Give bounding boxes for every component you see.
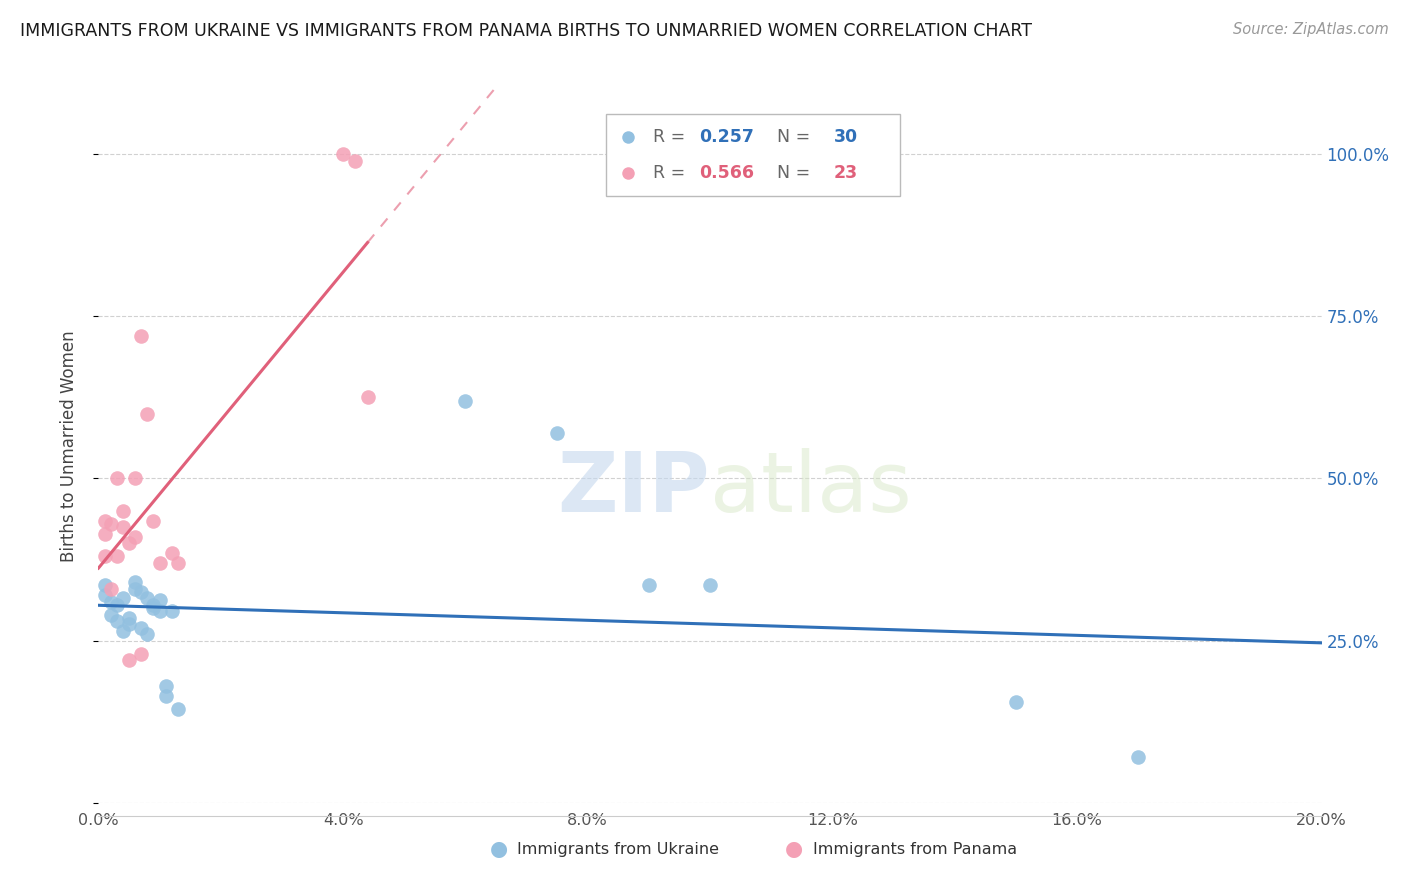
Point — [105, 471, 128, 485]
Point — [332, 147, 354, 161]
Text: R =: R = — [652, 164, 690, 182]
Text: IMMIGRANTS FROM UKRAINE VS IMMIGRANTS FROM PANAMA BIRTHS TO UNMARRIED WOMEN CORR: IMMIGRANTS FROM UKRAINE VS IMMIGRANTS FR… — [20, 22, 1032, 40]
Point — [344, 153, 367, 168]
Point — [155, 679, 177, 693]
Text: Immigrants from Ukraine: Immigrants from Ukraine — [517, 842, 720, 856]
Point — [111, 624, 134, 638]
Point — [142, 514, 165, 528]
Text: ●: ● — [491, 839, 508, 859]
Point — [118, 536, 141, 550]
Point — [149, 604, 172, 618]
Point — [699, 578, 721, 592]
Text: R =: R = — [652, 128, 690, 146]
Point — [105, 614, 128, 628]
Text: 23: 23 — [834, 164, 858, 182]
Point — [155, 689, 177, 703]
Point — [167, 556, 190, 570]
Point — [100, 595, 122, 609]
Text: ●: ● — [786, 839, 803, 859]
Point — [93, 588, 115, 602]
Text: 30: 30 — [834, 128, 858, 146]
Text: N =: N = — [766, 128, 815, 146]
Text: 0.566: 0.566 — [699, 164, 754, 182]
Point — [160, 546, 183, 560]
Point — [93, 526, 115, 541]
Point — [136, 627, 159, 641]
Point — [546, 425, 568, 440]
Point — [136, 591, 159, 606]
Point — [124, 582, 146, 596]
Point — [124, 575, 146, 590]
Text: N =: N = — [766, 164, 815, 182]
Point — [124, 471, 146, 485]
Point — [129, 647, 152, 661]
Point — [100, 607, 122, 622]
Point — [149, 556, 172, 570]
Point — [111, 591, 134, 606]
Point — [129, 585, 152, 599]
Y-axis label: Births to Unmarried Women: Births to Unmarried Women — [59, 330, 77, 562]
Point — [93, 578, 115, 592]
Point — [124, 530, 146, 544]
Point — [118, 653, 141, 667]
Point — [1128, 750, 1150, 764]
Point — [149, 593, 172, 607]
Point — [118, 611, 141, 625]
Text: 0.257: 0.257 — [699, 128, 754, 146]
Point — [100, 582, 122, 596]
Text: Immigrants from Panama: Immigrants from Panama — [813, 842, 1017, 856]
Text: ZIP: ZIP — [558, 449, 710, 529]
Point — [105, 598, 128, 612]
FancyBboxPatch shape — [606, 114, 900, 196]
Text: Source: ZipAtlas.com: Source: ZipAtlas.com — [1233, 22, 1389, 37]
Point — [111, 520, 134, 534]
Point — [1004, 695, 1026, 709]
Point — [637, 578, 661, 592]
Point — [93, 514, 115, 528]
Point — [129, 328, 152, 343]
Text: atlas: atlas — [710, 449, 911, 529]
Point — [167, 702, 190, 716]
Point — [111, 504, 134, 518]
Point — [129, 621, 152, 635]
Point — [93, 549, 115, 564]
Point — [142, 598, 165, 612]
Point — [136, 407, 159, 421]
Point — [118, 617, 141, 632]
Point — [454, 393, 477, 408]
Point — [142, 601, 165, 615]
Point — [100, 516, 122, 531]
Point — [105, 549, 128, 564]
Point — [160, 604, 183, 618]
Point — [356, 390, 378, 404]
